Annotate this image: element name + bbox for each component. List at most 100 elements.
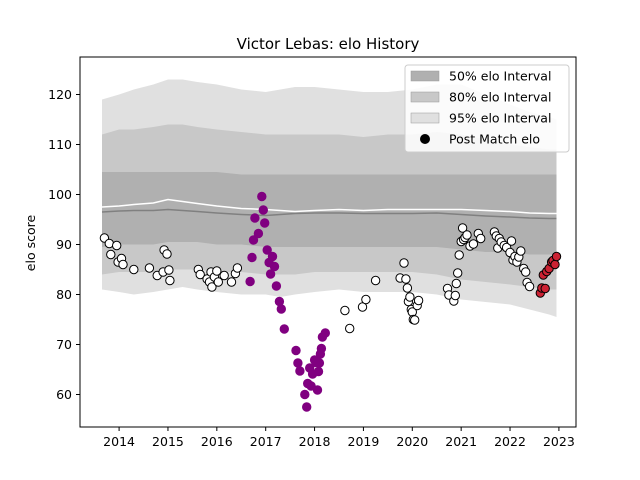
post-match-elo-point xyxy=(195,269,205,280)
post-match-elo-point xyxy=(413,295,424,306)
post-match-elo-point-purple xyxy=(279,324,289,334)
x-tick-label: 2022 xyxy=(494,434,526,449)
legend-label: 80% elo Interval xyxy=(449,90,551,105)
post-match-elo-point xyxy=(165,275,175,286)
legend-swatch xyxy=(410,70,440,82)
post-match-elo-point xyxy=(361,294,371,305)
post-match-elo-point-purple xyxy=(269,261,280,272)
x-tick-label: 2023 xyxy=(543,434,575,449)
y-tick-label: 120 xyxy=(48,87,72,102)
post-match-elo-point xyxy=(164,265,174,275)
post-match-elo-point-purple xyxy=(248,235,259,245)
y-tick-label: 70 xyxy=(56,337,72,352)
legend-box xyxy=(404,64,570,153)
post-match-elo-point-purple xyxy=(258,205,268,215)
post-match-elo-point-purple xyxy=(291,345,301,356)
post-match-elo-point xyxy=(457,223,468,233)
legend: 50% elo Interval 80% elo Interval 95% elo … xyxy=(404,64,570,153)
legend-label: 50% elo Interval xyxy=(449,69,551,84)
post-match-elo-point-purple xyxy=(320,328,330,338)
post-match-elo-point xyxy=(226,277,237,287)
post-match-elo-point xyxy=(207,282,217,292)
post-match-elo-point xyxy=(402,283,413,293)
post-match-elo-point xyxy=(106,249,116,260)
x-tick-label: 2015 xyxy=(152,434,184,449)
post-match-elo-point xyxy=(219,270,229,281)
post-match-elo-point-purple xyxy=(265,269,276,279)
post-match-elo-point xyxy=(129,264,139,275)
post-match-elo-point xyxy=(357,302,368,312)
y-axis-label: elo score xyxy=(23,215,38,272)
post-match-elo-point xyxy=(476,233,486,244)
post-match-elo-point xyxy=(213,277,224,287)
post-match-elo-point-purple xyxy=(247,252,257,263)
post-match-elo-point-purple xyxy=(314,358,325,368)
post-match-elo-point-purple xyxy=(245,276,255,287)
post-match-elo-point xyxy=(450,290,460,301)
x-tick-label: 2017 xyxy=(250,434,282,449)
post-match-elo-point-red xyxy=(550,259,560,270)
post-match-elo-point xyxy=(370,275,381,286)
post-match-elo-point xyxy=(506,236,517,246)
post-match-elo-point xyxy=(345,323,355,334)
post-match-elo-point xyxy=(468,239,479,249)
post-match-elo-point xyxy=(399,258,409,268)
post-match-elo-point xyxy=(516,246,526,256)
y-tick-label: 60 xyxy=(56,387,72,402)
post-match-elo-point xyxy=(212,266,222,276)
mean-elo-line xyxy=(101,198,557,215)
post-match-elo-point xyxy=(112,240,122,251)
post-match-elo-point xyxy=(401,274,411,284)
x-tick-label: 2016 xyxy=(201,434,233,449)
legend-label: Post Match elo xyxy=(449,132,540,147)
post-match-elo-point-purple xyxy=(253,228,264,239)
y-tick-label: 90 xyxy=(56,237,72,252)
post-match-elo-point-purple xyxy=(267,251,278,262)
post-match-elo-point xyxy=(232,263,243,273)
x-tick-label: 2020 xyxy=(396,434,428,449)
post-match-elo-point-purple xyxy=(271,281,282,291)
legend-label: 95% elo Interval xyxy=(449,111,551,126)
post-match-elo-point-purple xyxy=(293,358,303,368)
post-match-elo-point xyxy=(144,263,155,273)
post-match-elo-point-purple xyxy=(300,389,310,400)
legend-marker xyxy=(420,134,430,144)
post-match-elo-point xyxy=(521,267,531,277)
post-match-elo-point-purple xyxy=(250,213,260,223)
x-tick-label: 2019 xyxy=(348,434,380,449)
post-match-elo-point-purple xyxy=(262,245,272,255)
x-tick-label: 2018 xyxy=(299,434,331,449)
axes: 2014 2015 2016 2017 2018 2019 2020 2021 2022 2023… xyxy=(48,56,577,449)
post-match-elo-point-purple xyxy=(302,402,312,412)
post-match-elo-point-purple xyxy=(295,366,305,376)
post-match-elo-point-purple xyxy=(312,385,323,395)
legend-swatch xyxy=(410,91,440,103)
post-match-elo-point xyxy=(340,305,350,316)
post-match-elo-point-red xyxy=(551,251,562,262)
y-tick-label: 80 xyxy=(56,287,72,302)
post-match-elo-point xyxy=(524,281,535,292)
post-match-elo-point xyxy=(410,315,420,325)
post-match-elo-point-red xyxy=(540,283,550,294)
post-match-elo-point-purple xyxy=(276,304,286,314)
axes-frame xyxy=(79,56,577,428)
post-match-elo-point xyxy=(453,268,463,278)
post-match-elo-point xyxy=(462,230,472,240)
legend-swatch xyxy=(410,112,440,124)
post-match-elo-point-purple xyxy=(257,191,267,202)
post-match-elo-point-purple xyxy=(260,218,270,228)
post-match-elo-point xyxy=(162,249,172,259)
x-tick-label: 2021 xyxy=(445,434,477,449)
post-match-elo-point-purple xyxy=(313,366,324,377)
post-match-elo-point xyxy=(405,292,415,302)
post-match-elo-point xyxy=(451,278,461,289)
post-match-elo-point xyxy=(454,250,464,260)
x-tick-label: 2014 xyxy=(103,434,135,449)
post-match-elo-point xyxy=(118,259,128,270)
chart-title: Victor Lebas: elo History xyxy=(237,35,420,53)
median-elo-line xyxy=(101,208,557,220)
y-tick-label: 110 xyxy=(48,137,72,152)
post-match-elo-point-purple xyxy=(316,343,327,354)
y-tick-label: 100 xyxy=(48,187,72,202)
